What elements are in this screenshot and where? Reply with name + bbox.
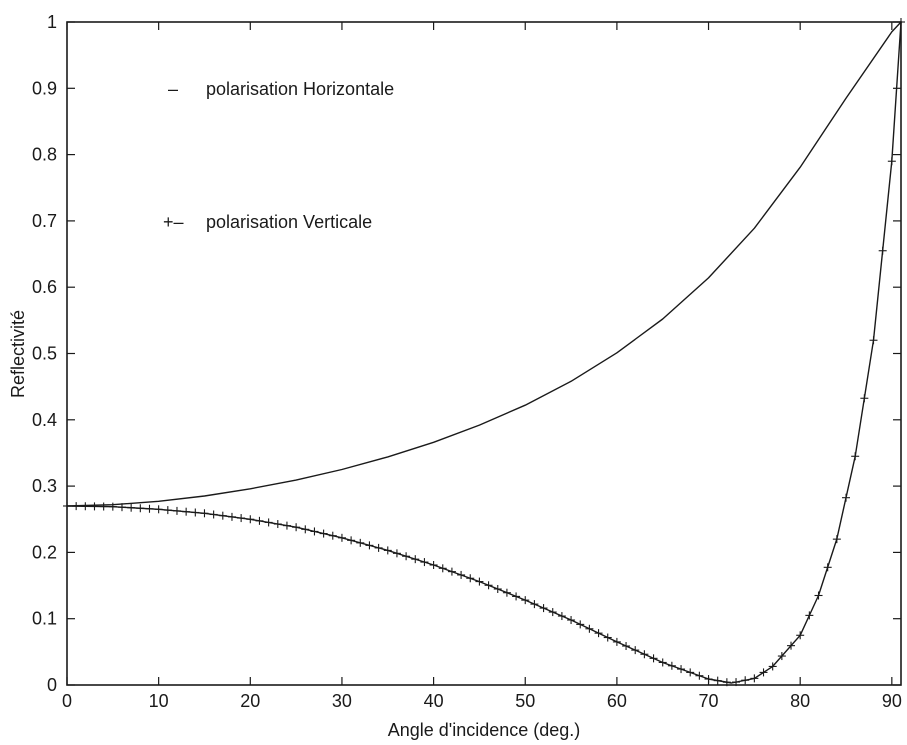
x-tick-label: 60 bbox=[607, 691, 627, 711]
y-axis-ticks: 0 0.1 0.2 0.3 0.4 0.5 0.6 0.7 0.8 0.9 1 bbox=[32, 12, 901, 695]
y-tick-label: 0.9 bbox=[32, 78, 57, 98]
x-tick-label: 20 bbox=[240, 691, 260, 711]
legend-symbol-vertical: +– bbox=[163, 212, 184, 232]
x-tick-label: 50 bbox=[515, 691, 535, 711]
y-tick-label: 0.3 bbox=[32, 476, 57, 496]
series-markers-1 bbox=[63, 18, 905, 687]
y-axis-label: Reflectivité bbox=[8, 310, 28, 398]
plot-frame bbox=[66, 21, 902, 686]
x-tick-label: 10 bbox=[149, 691, 169, 711]
y-tick-label: 0.2 bbox=[32, 542, 57, 562]
legend-symbol-horizontal: – bbox=[168, 79, 178, 99]
x-tick-label: 80 bbox=[790, 691, 810, 711]
legend-label-horizontal: polarisation Horizontale bbox=[206, 79, 394, 99]
legend-label-vertical: polarisation Verticale bbox=[206, 212, 372, 232]
x-tick-label: 70 bbox=[699, 691, 719, 711]
x-tick-label: 0 bbox=[62, 691, 72, 711]
y-tick-label: 0.5 bbox=[32, 344, 57, 364]
y-tick-label: 0.8 bbox=[32, 145, 57, 165]
series-line-1 bbox=[66, 21, 902, 684]
series-line-0 bbox=[66, 21, 902, 507]
x-axis-label: Angle d'incidence (deg.) bbox=[388, 720, 581, 740]
y-tick-label: 1 bbox=[47, 12, 57, 32]
y-tick-label: 0.6 bbox=[32, 277, 57, 297]
x-tick-label: 40 bbox=[424, 691, 444, 711]
y-tick-label: 0.4 bbox=[32, 410, 57, 430]
y-tick-label: 0 bbox=[47, 675, 57, 695]
x-tick-label: 30 bbox=[332, 691, 352, 711]
x-axis-ticks: 0 10 20 30 40 50 60 70 80 90 bbox=[62, 22, 902, 711]
y-tick-label: 0.1 bbox=[32, 609, 57, 629]
x-tick-label: 90 bbox=[882, 691, 902, 711]
series-layer bbox=[63, 18, 905, 687]
y-tick-label: 0.7 bbox=[32, 211, 57, 231]
legend: – polarisation Horizontale +– polarisati… bbox=[163, 79, 394, 232]
